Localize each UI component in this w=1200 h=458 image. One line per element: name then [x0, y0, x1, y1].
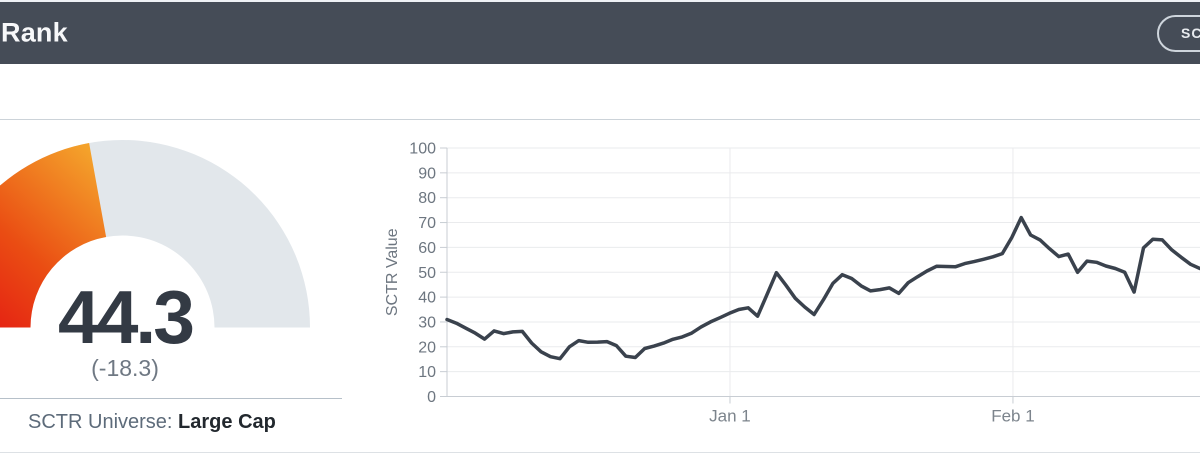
gauge-value: 44.3: [58, 275, 195, 359]
svg-text:90: 90: [418, 165, 436, 182]
svg-text:60: 60: [418, 240, 436, 257]
sctr-pill-button[interactable]: SCTR: [1157, 15, 1200, 52]
universe-line: SCTR Universe: Large Cap: [28, 411, 276, 434]
widget-header: Rank SCTR: [0, 2, 1200, 64]
top-strip: [0, 0, 1200, 2]
sctr-line-chart: 0 10 20 30 40 50 60 70 80 90 100 Jan 1 Feb 1 SCTR Val…: [385, 141, 1200, 426]
universe-value: Large Cap: [178, 411, 276, 433]
svg-text:10: 10: [418, 364, 436, 381]
universe-label: SCTR Universe:: [28, 411, 173, 433]
svg-text:30: 30: [418, 314, 436, 331]
bottom-divider: [0, 452, 1200, 453]
widget-title: Rank: [1, 17, 68, 48]
gauge-change: (-18.3): [91, 355, 159, 381]
svg-text:0: 0: [427, 389, 436, 406]
svg-text:Jan 1: Jan 1: [709, 407, 751, 426]
svg-text:40: 40: [418, 290, 436, 307]
svg-text:70: 70: [418, 215, 436, 232]
svg-text:50: 50: [418, 265, 436, 282]
svg-text:SCTR Value: SCTR Value: [385, 228, 401, 316]
svg-text:20: 20: [418, 339, 436, 356]
svg-text:80: 80: [418, 190, 436, 207]
svg-text:Feb 1: Feb 1: [991, 407, 1034, 426]
gauge-divider: [0, 398, 342, 399]
header-divider: [0, 119, 1200, 120]
sctr-gauge: [0, 140, 310, 328]
svg-text:100: 100: [409, 141, 436, 158]
